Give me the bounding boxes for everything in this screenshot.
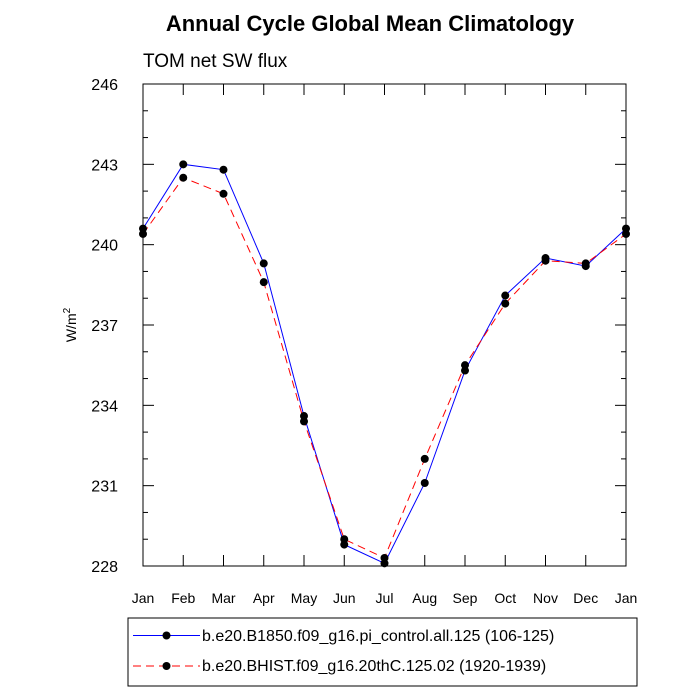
data-point-series-2 — [622, 229, 630, 238]
data-point-series-2 — [300, 417, 308, 426]
x-tick-label: Jul — [376, 590, 394, 606]
x-tick-label: Dec — [573, 590, 598, 606]
x-tick-label: Mar — [211, 590, 235, 606]
chart-subtitle: TOM net SW flux — [143, 51, 288, 72]
plot-area: Jan Feb Mar Apr May Jun Jul Aug Sep Oct Nov Dec Jan 2… — [91, 77, 637, 606]
data-point-series-2 — [461, 361, 469, 370]
x-tick-label: May — [291, 590, 317, 606]
data-point-series-2 — [380, 553, 389, 562]
x-tick-label: Jun — [333, 590, 356, 606]
series-line-2 — [142, 177, 627, 559]
legend-label-1: b.e20.B1850.f09_g16.pi_control.all.125 (… — [202, 628, 554, 645]
y-axis-label: W/m2 — [62, 307, 79, 342]
data-point-series-1 — [501, 291, 510, 300]
x-tick-label: Jan — [615, 590, 638, 606]
data-point-series-2 — [541, 256, 550, 265]
series-line-1 — [142, 163, 627, 564]
x-tick-label: Jan — [132, 590, 155, 606]
x-tick-label: Aug — [412, 590, 437, 606]
x-tick-label: Apr — [253, 590, 275, 606]
data-point-series-1 — [179, 160, 188, 169]
chart-title: Annual Cycle Global Mean Climatology — [166, 11, 575, 36]
legend-box — [127, 617, 638, 687]
y-axis-label-text: W/m — [63, 313, 79, 342]
data-point-series-2 — [179, 173, 188, 182]
data-point-series-2 — [420, 454, 429, 463]
y-axis-label-superscript: 2 — [62, 307, 73, 313]
data-point-series-2 — [139, 229, 147, 238]
x-tick-label: Nov — [533, 590, 558, 606]
x-tick-label: Feb — [171, 590, 195, 606]
data-point-series-2 — [501, 299, 510, 308]
y-tick-label: 234 — [91, 398, 118, 415]
data-point-series-2 — [259, 278, 268, 287]
y-tick-label: 243 — [91, 157, 118, 174]
data-point-series-1 — [420, 478, 429, 487]
data-point-series-1 — [259, 259, 268, 268]
data-point-series-2 — [340, 535, 349, 544]
legend-marker-1 — [162, 631, 171, 640]
data-point-series-2 — [581, 259, 590, 268]
legend-marker-2 — [162, 662, 171, 670]
y-tick-label: 237 — [91, 318, 118, 335]
data-point-series-1 — [219, 165, 228, 174]
y-tick-label: 228 — [91, 559, 118, 576]
y-tick-label: 246 — [91, 77, 118, 94]
data-point-series-2 — [219, 189, 228, 198]
legend: b.e20.B1850.f09_g16.pi_control.all.125 (… — [127, 617, 638, 687]
x-tick-label: Oct — [494, 590, 516, 606]
x-tick-label: Sep — [453, 590, 478, 606]
legend-label-2: b.e20.BHIST.f09_g16.20thC.125.02 (1920-1… — [202, 658, 546, 675]
plot-frame — [142, 83, 627, 567]
y-tick-label: 231 — [91, 479, 118, 496]
y-tick-label: 240 — [91, 238, 118, 255]
